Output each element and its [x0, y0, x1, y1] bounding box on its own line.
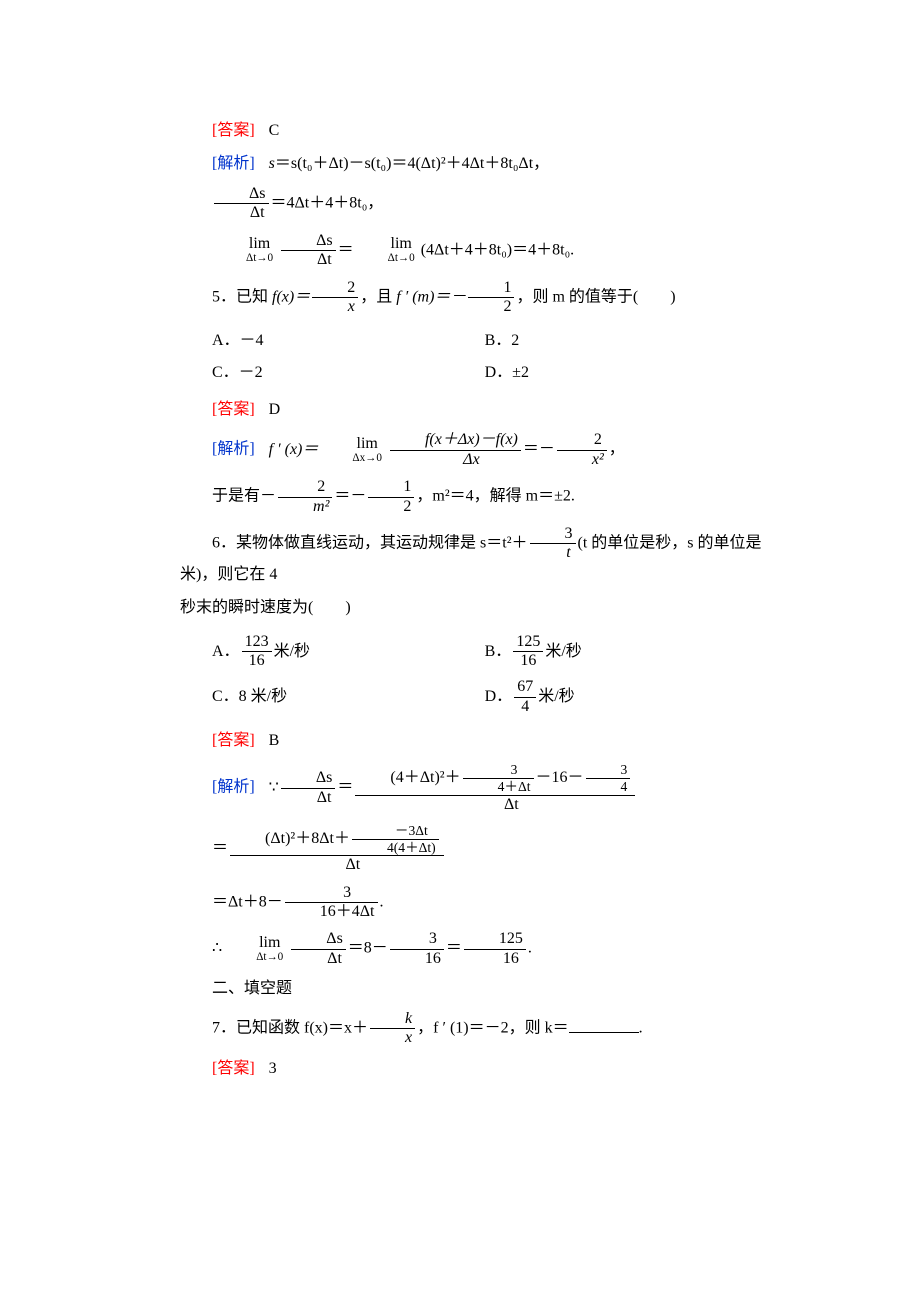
q6-bigfrac-2: (Δt)²＋8Δt＋－3Δt4(4＋Δt) Δt [230, 823, 444, 875]
frac-125-16: 125 16 [513, 633, 543, 671]
q6-analysis-l4: ∴ lim Δt→0 Δs Δt ＝8－ 3 16 ＝ 125 16 . [180, 930, 780, 968]
frac-ds-dt: Δs Δt [281, 769, 336, 807]
lim-symbol: lim Δx→0 [320, 436, 382, 465]
q6-stem-l1: 6．某物体做直线运动，其运动规律是 s＝t²＋ 3 t (t 的单位是秒，s 的… [180, 525, 780, 587]
q5-number: 5． [212, 288, 236, 305]
q5-analysis-l1: [解析] f ′ (x)＝ lim Δx→0 f(x＋Δx)－f(x) Δx ＝… [180, 431, 780, 469]
q4-answer-line: [答案] C [180, 119, 780, 143]
q5-option-d: D．±2 [485, 361, 758, 385]
q5-option-c: C．－2 [212, 361, 485, 385]
analysis-label: [解析] [212, 155, 255, 172]
q5-options: A．－4 B．2 C．－2 D．±2 [212, 325, 780, 389]
q6-stem-l2: 秒末的瞬时速度为( ) [180, 596, 780, 620]
frac-3-16: 3 16 [390, 930, 444, 968]
q6-answer-line: [答案] B [180, 729, 780, 753]
q6-option-a: A． 123 16 米/秒 [212, 633, 485, 671]
q4-analysis-l3: lim Δt→0 Δs Δt ＝ lim Δt→0 (4Δt＋4＋8t₀)＝4＋… [180, 232, 780, 270]
frac-ds-dt-b: Δs Δt [291, 930, 346, 968]
analysis-label: [解析] [212, 441, 255, 458]
frac-123-16: 123 16 [242, 633, 272, 671]
q6-option-c: C．8 米/秒 [212, 678, 485, 716]
frac-2-over-m2: 2 m² [278, 478, 332, 516]
q6-option-b: B． 125 16 米/秒 [485, 633, 758, 671]
answer-label: [答案] [212, 1060, 255, 1077]
lim-symbol: lim Δt→0 [224, 935, 283, 964]
q4-answer: C [269, 122, 280, 139]
section-2-heading: 二、填空题 [180, 977, 780, 1001]
q4-analysis-l1: [解析] s＝s(t₀＋Δt)－s(t₀)＝4(Δt)²＋4Δt＋8t₀Δt， [180, 152, 780, 176]
frac-ds-dt: Δs Δt [214, 185, 269, 223]
q6-analysis-l3: ＝Δt＋8－ 3 16＋4Δt . [180, 884, 780, 922]
q5-stem: 5．已知 f(x)＝ 2 x ，且 f ′ (m)＝－ 1 2 ，则 m 的值等… [180, 279, 780, 317]
q6-options: A． 123 16 米/秒 B． 125 16 米/秒 C．8 米/秒 D． 6… [212, 629, 780, 721]
answer-label: [答案] [212, 122, 255, 139]
frac-k-over-x: k x [370, 1010, 415, 1048]
q7-answer-line: [答案] 3 [180, 1057, 780, 1081]
frac-3-over-16p4dt: 3 16＋4Δt [285, 884, 378, 922]
q4-l3-mid: (4Δt＋4＋8t₀)＝4＋8t₀. [421, 241, 574, 258]
q5-analysis-l2: 于是有－ 2 m² ＝－ 1 2 ，m²＝4，解得 m＝±2. [180, 478, 780, 516]
lim-symbol-2: lim Δt→0 [356, 236, 415, 265]
q6-option-d: D． 67 4 米/秒 [485, 678, 758, 716]
answer-label: [答案] [212, 401, 255, 418]
q4-l2-tail: ＝4Δt＋4＋8t₀， [271, 195, 384, 212]
analysis-label: [解析] [212, 779, 255, 796]
q7-number: 7． [212, 1020, 236, 1037]
frac-diff-quotient: f(x＋Δx)－f(x) Δx [390, 431, 521, 469]
answer-label: [答案] [212, 732, 255, 749]
q6-bigfrac-1: (4＋Δt)²＋34＋Δt－16－34 Δt [355, 762, 635, 814]
q5-option-b: B．2 [485, 329, 758, 353]
frac-ds-dt-2: Δs Δt [281, 232, 336, 270]
q6-answer: B [269, 732, 280, 749]
q7-answer: 3 [269, 1060, 277, 1077]
q6-analysis-l2: ＝ (Δt)²＋8Δt＋－3Δt4(4＋Δt) Δt [180, 823, 780, 875]
q7-stem: 7．已知函数 f(x)＝x＋ k x ，f ′ (1)＝－2，则 k＝. [180, 1010, 780, 1048]
q5-answer: D [269, 401, 281, 418]
q5-answer-line: [答案] D [180, 398, 780, 422]
q6-analysis-l1: [解析] ∵ Δs Δt ＝ (4＋Δt)²＋34＋Δt－16－34 Δt [180, 762, 780, 814]
fill-in-blank [569, 1016, 639, 1033]
frac-3-over-t: 3 t [530, 525, 576, 563]
q4-ana-text: s＝s(t₀＋Δt)－s(t₀)＝4(Δt)²＋4Δt＋8t₀Δt， [269, 155, 549, 172]
frac-2-over-x: 2 x [312, 279, 358, 317]
frac-2-over-x2: 2 x² [557, 431, 607, 469]
q4-analysis-l2: Δs Δt ＝4Δt＋4＋8t₀， [180, 185, 780, 223]
page: [答案] C [解析] s＝s(t₀＋Δt)－s(t₀)＝4(Δt)²＋4Δt＋… [0, 0, 920, 1302]
frac-67-4: 67 4 [514, 678, 536, 716]
frac-125-16-b: 125 16 [464, 930, 526, 968]
q6-number: 6． [212, 534, 236, 551]
lim-symbol: lim Δt→0 [214, 236, 273, 265]
q5-option-a: A．－4 [212, 329, 485, 353]
frac-1-over-2: 1 2 [468, 279, 514, 317]
frac-1-over-2-b: 1 2 [368, 478, 414, 516]
